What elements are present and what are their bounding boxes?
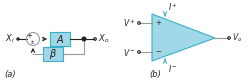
Text: +: + [26,34,33,40]
Circle shape [82,37,86,41]
Text: $I^-$: $I^-$ [168,63,178,73]
Text: $I^+$: $I^+$ [168,1,178,13]
Circle shape [17,38,19,40]
Text: (b): (b) [149,70,161,79]
Text: $\beta$: $\beta$ [49,47,57,61]
Text: +: + [155,20,161,26]
FancyBboxPatch shape [43,47,63,61]
Text: (a): (a) [4,70,16,79]
Text: $A$: $A$ [56,33,64,45]
Text: $X_o$: $X_o$ [98,33,109,45]
Text: $V^-$: $V^-$ [123,46,136,58]
Text: $V^+$: $V^+$ [123,17,136,29]
FancyBboxPatch shape [50,32,70,46]
Text: $X_i$: $X_i$ [5,33,15,45]
Polygon shape [152,14,215,61]
Text: −: − [155,49,161,55]
Text: $V_o$: $V_o$ [232,32,242,44]
Text: ±: ± [30,40,34,45]
